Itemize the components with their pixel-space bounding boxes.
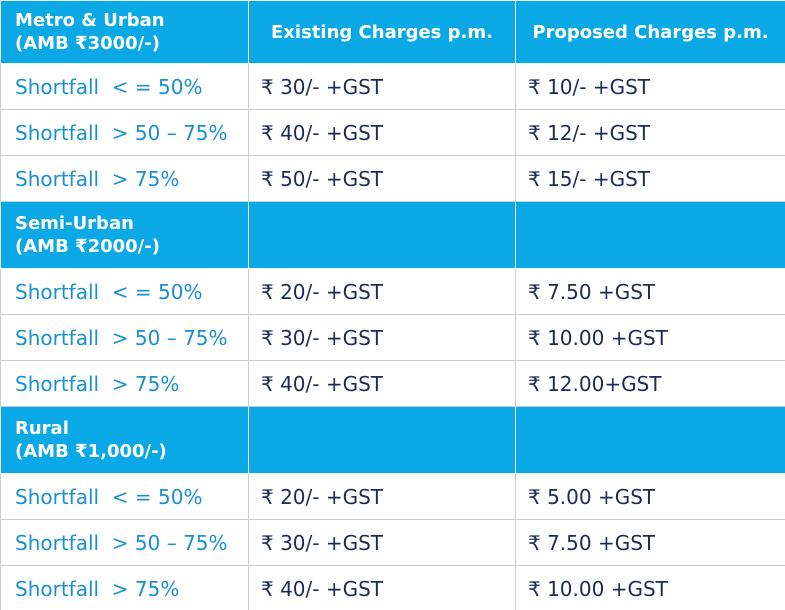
shortfall-label: Shortfall > 75% xyxy=(0,360,249,407)
section-title-line: (AMB ₹1,000/-) xyxy=(15,441,167,462)
charge-cell: ₹ 30/- +GST xyxy=(248,63,516,110)
section-title-line: (AMB ₹2000/-) xyxy=(15,236,160,257)
shortfall-label: Shortfall > 50 – 75% xyxy=(0,314,249,361)
shortfall-label: Shortfall > 75% xyxy=(0,155,249,202)
section-header: Semi-Urban (AMB ₹2000/-) xyxy=(0,201,785,269)
empty-header-cell xyxy=(515,201,785,269)
charge-cell: ₹ 20/- +GST xyxy=(248,473,516,520)
shortfall-label: Shortfall > 50 – 75% xyxy=(0,519,249,566)
charge-cell: ₹ 20/- +GST xyxy=(248,268,516,315)
table-row: Shortfall < = 50% ₹ 20/- +GST ₹ 5.00 +GST xyxy=(0,473,785,520)
shortfall-label: Shortfall < = 50% xyxy=(0,473,249,520)
charge-cell: ₹ 15/- +GST xyxy=(515,155,785,202)
table-row: Shortfall > 50 – 75% ₹ 30/- +GST ₹ 7.50 +G… xyxy=(0,519,785,566)
section-title-line: Semi-Urban xyxy=(15,213,134,234)
empty-header-cell xyxy=(515,406,785,474)
section-title-line: Metro & Urban xyxy=(15,10,165,31)
table-row: Shortfall > 50 – 75% ₹ 40/- +GST ₹ 12/- +G… xyxy=(0,109,785,156)
section-title: Semi-Urban (AMB ₹2000/-) xyxy=(0,201,249,269)
table-row: Shortfall < = 50% ₹ 30/- +GST ₹ 10/- +GST xyxy=(0,63,785,110)
table-row: Shortfall > 75% ₹ 40/- +GST ₹ 10.00 +GST xyxy=(0,565,785,610)
charge-cell: ₹ 10/- +GST xyxy=(515,63,785,110)
section-title: Rural (AMB ₹1,000/-) xyxy=(0,406,249,474)
section-title-line: Rural xyxy=(15,418,69,439)
charge-cell: ₹ 7.50 +GST xyxy=(515,519,785,566)
column-header: Proposed Charges p.m. xyxy=(515,0,785,64)
charge-cell: ₹ 40/- +GST xyxy=(248,109,516,156)
charge-cell: ₹ 5.00 +GST xyxy=(515,473,785,520)
table-row: Shortfall < = 50% ₹ 20/- +GST ₹ 7.50 +GST xyxy=(0,268,785,315)
section-title-line: (AMB ₹3000/-) xyxy=(15,33,160,54)
table-row: Shortfall > 75% ₹ 50/- +GST ₹ 15/- +GST xyxy=(0,155,785,202)
charge-cell: ₹ 40/- +GST xyxy=(248,360,516,407)
charge-cell: ₹ 12.00+GST xyxy=(515,360,785,407)
charge-cell: ₹ 10.00 +GST xyxy=(515,565,785,610)
charge-cell: ₹ 50/- +GST xyxy=(248,155,516,202)
charge-cell: ₹ 30/- +GST xyxy=(248,519,516,566)
section-header: Metro & Urban (AMB ₹3000/-) Existing Charg… xyxy=(0,0,785,64)
table-row: Shortfall > 50 – 75% ₹ 30/- +GST ₹ 10.00 +… xyxy=(0,314,785,361)
empty-header-cell xyxy=(248,201,516,269)
empty-header-cell xyxy=(248,406,516,474)
section-title: Metro & Urban (AMB ₹3000/-) xyxy=(0,0,249,64)
shortfall-label: Shortfall > 75% xyxy=(0,565,249,610)
shortfall-label: Shortfall < = 50% xyxy=(0,268,249,315)
table-row: Shortfall > 75% ₹ 40/- +GST ₹ 12.00+GST xyxy=(0,360,785,407)
shortfall-label: Shortfall > 50 – 75% xyxy=(0,109,249,156)
charge-cell: ₹ 12/- +GST xyxy=(515,109,785,156)
column-header: Existing Charges p.m. xyxy=(248,0,516,64)
charge-cell: ₹ 30/- +GST xyxy=(248,314,516,361)
shortfall-label: Shortfall < = 50% xyxy=(0,63,249,110)
charge-cell: ₹ 7.50 +GST xyxy=(515,268,785,315)
charge-cell: ₹ 10.00 +GST xyxy=(515,314,785,361)
section-header: Rural (AMB ₹1,000/-) xyxy=(0,406,785,474)
charge-cell: ₹ 40/- +GST xyxy=(248,565,516,610)
